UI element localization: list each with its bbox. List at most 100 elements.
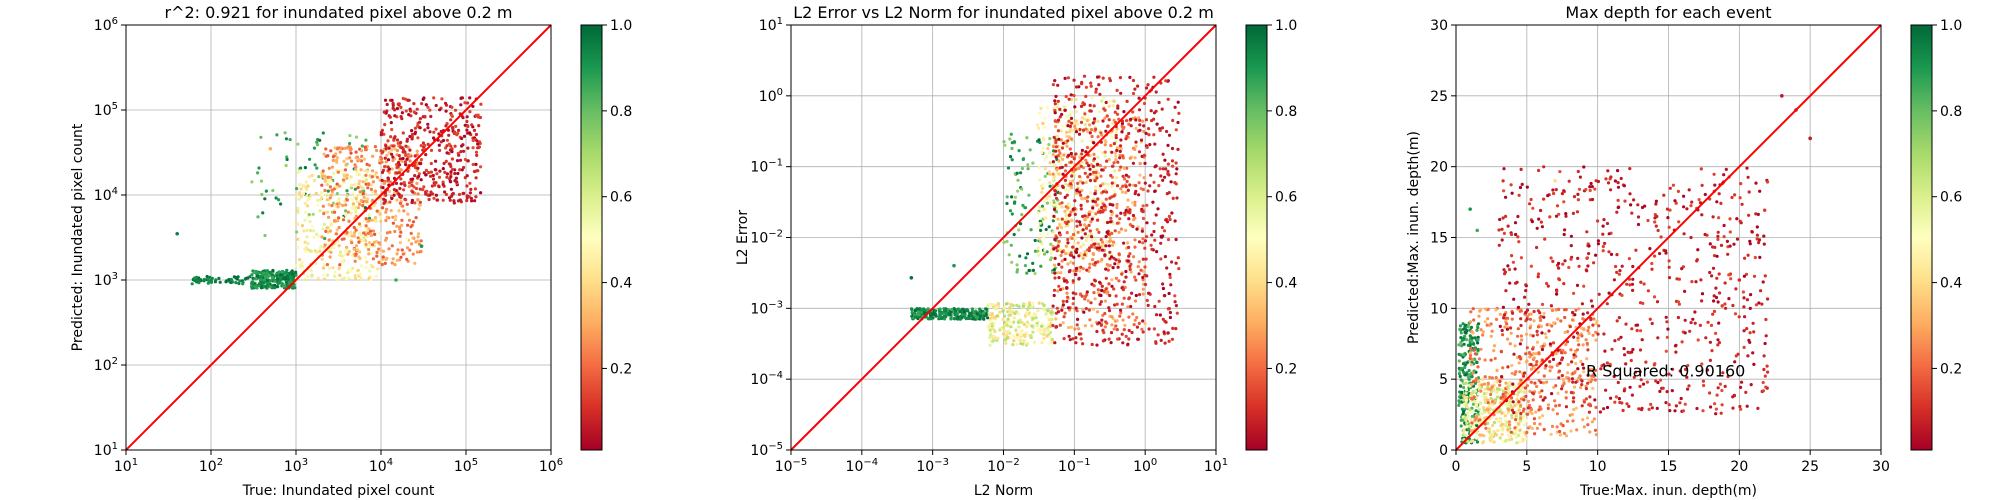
scatter-point (378, 231, 382, 235)
scatter-point (1051, 153, 1055, 157)
scatter-point (474, 113, 478, 117)
scatter-point (1624, 322, 1628, 326)
scatter-point (1153, 189, 1157, 193)
scatter-point (298, 238, 302, 242)
scatter-point (303, 210, 308, 214)
scatter-point (259, 275, 263, 279)
scatter-point (354, 150, 358, 154)
scatter-point (1575, 348, 1579, 352)
scatter-point (410, 198, 414, 202)
scatter-point (1042, 235, 1046, 239)
scatter-point (361, 180, 365, 184)
scatter-point (268, 270, 272, 274)
scatter-point (1133, 87, 1137, 91)
scatter-point (1716, 300, 1720, 304)
scatter-point (1056, 271, 1060, 275)
scatter-point (383, 156, 387, 160)
scatter-point (1754, 303, 1758, 307)
scatter-point (1127, 254, 1131, 258)
scatter-point (1539, 318, 1543, 322)
scatter-point (1056, 83, 1060, 87)
scatter-point (1083, 232, 1087, 236)
scatter-point (1606, 169, 1610, 173)
scatter-point (306, 274, 310, 279)
scatter-point (1142, 176, 1146, 180)
scatter-point (1115, 319, 1119, 323)
scatter-point (377, 260, 381, 264)
scatter-point (365, 260, 369, 264)
scatter-point (334, 152, 338, 156)
scatter-point (1501, 439, 1505, 443)
scatter-point (1079, 245, 1083, 249)
scatter-point (1615, 319, 1619, 323)
scatter-point (1550, 324, 1554, 328)
scatter-point (1084, 85, 1088, 89)
scatter-point (1104, 100, 1108, 105)
scatter-point (398, 186, 402, 191)
y-tick-label: 104 (94, 186, 118, 204)
scatter-point (1499, 396, 1503, 400)
scatter-point (419, 178, 423, 182)
scatter-point (1715, 254, 1719, 258)
scatter-point (1003, 338, 1008, 342)
scatter-point (1540, 225, 1544, 229)
scatter-point (320, 257, 324, 261)
scatter-point (1137, 108, 1142, 112)
scatter-point (384, 160, 388, 164)
scatter-point (1074, 152, 1078, 156)
scatter-point (942, 317, 947, 321)
scatter-point (224, 280, 228, 284)
scatter-point (1693, 310, 1697, 314)
scatter-point (1163, 255, 1167, 259)
scatter-point (476, 142, 480, 146)
scatter-point (1555, 425, 1559, 429)
scatter-point (1519, 256, 1523, 260)
scatter-point (1742, 296, 1746, 300)
scatter-point (1469, 347, 1473, 351)
scatter-point (1560, 387, 1564, 391)
scatter-point (275, 133, 279, 137)
x-tick-label: 103 (284, 457, 308, 475)
scatter-point (1048, 184, 1052, 188)
scatter-point (986, 316, 990, 320)
scatter-point (1112, 169, 1116, 173)
scatter-point (1517, 408, 1521, 412)
scatter-point (1085, 237, 1089, 242)
scatter-point (256, 171, 260, 175)
scatter-point (1071, 279, 1075, 283)
scatter-point (1472, 318, 1476, 322)
scatter-point (373, 145, 377, 149)
scatter-point (1589, 299, 1593, 303)
scatter-point (1125, 241, 1130, 245)
scatter-point (1107, 158, 1111, 162)
scatter-point (1021, 342, 1025, 346)
x-tick-label: 101 (1204, 457, 1228, 475)
scatter-point (357, 182, 361, 186)
scatter-point (1169, 180, 1173, 184)
scatter-point (1461, 322, 1465, 326)
scatter-point (378, 212, 382, 216)
scatter-point (1461, 327, 1466, 331)
scatter-point (1013, 200, 1017, 204)
scatter-point (431, 177, 436, 181)
scatter-point (1123, 213, 1127, 217)
scatter-point (355, 248, 359, 252)
scatter-point (1027, 268, 1031, 273)
scatter-point (1066, 241, 1070, 245)
scatter-point (1510, 408, 1514, 412)
scatter-point (424, 103, 428, 107)
scatter-point (1083, 297, 1087, 301)
scatter-point (1579, 326, 1583, 330)
scatter-point (998, 328, 1002, 332)
scatter-point (1506, 264, 1510, 268)
scatter-point (1722, 223, 1726, 228)
scatter-point (1055, 134, 1059, 138)
scatter-point (1091, 164, 1095, 169)
scatter-point (416, 136, 420, 140)
scatter-point (1071, 296, 1076, 300)
scatter-point (1114, 324, 1118, 328)
scatter-point (468, 191, 472, 195)
scatter-point (1057, 239, 1061, 243)
scatter-point (368, 269, 372, 273)
scatter-point (1588, 395, 1592, 399)
